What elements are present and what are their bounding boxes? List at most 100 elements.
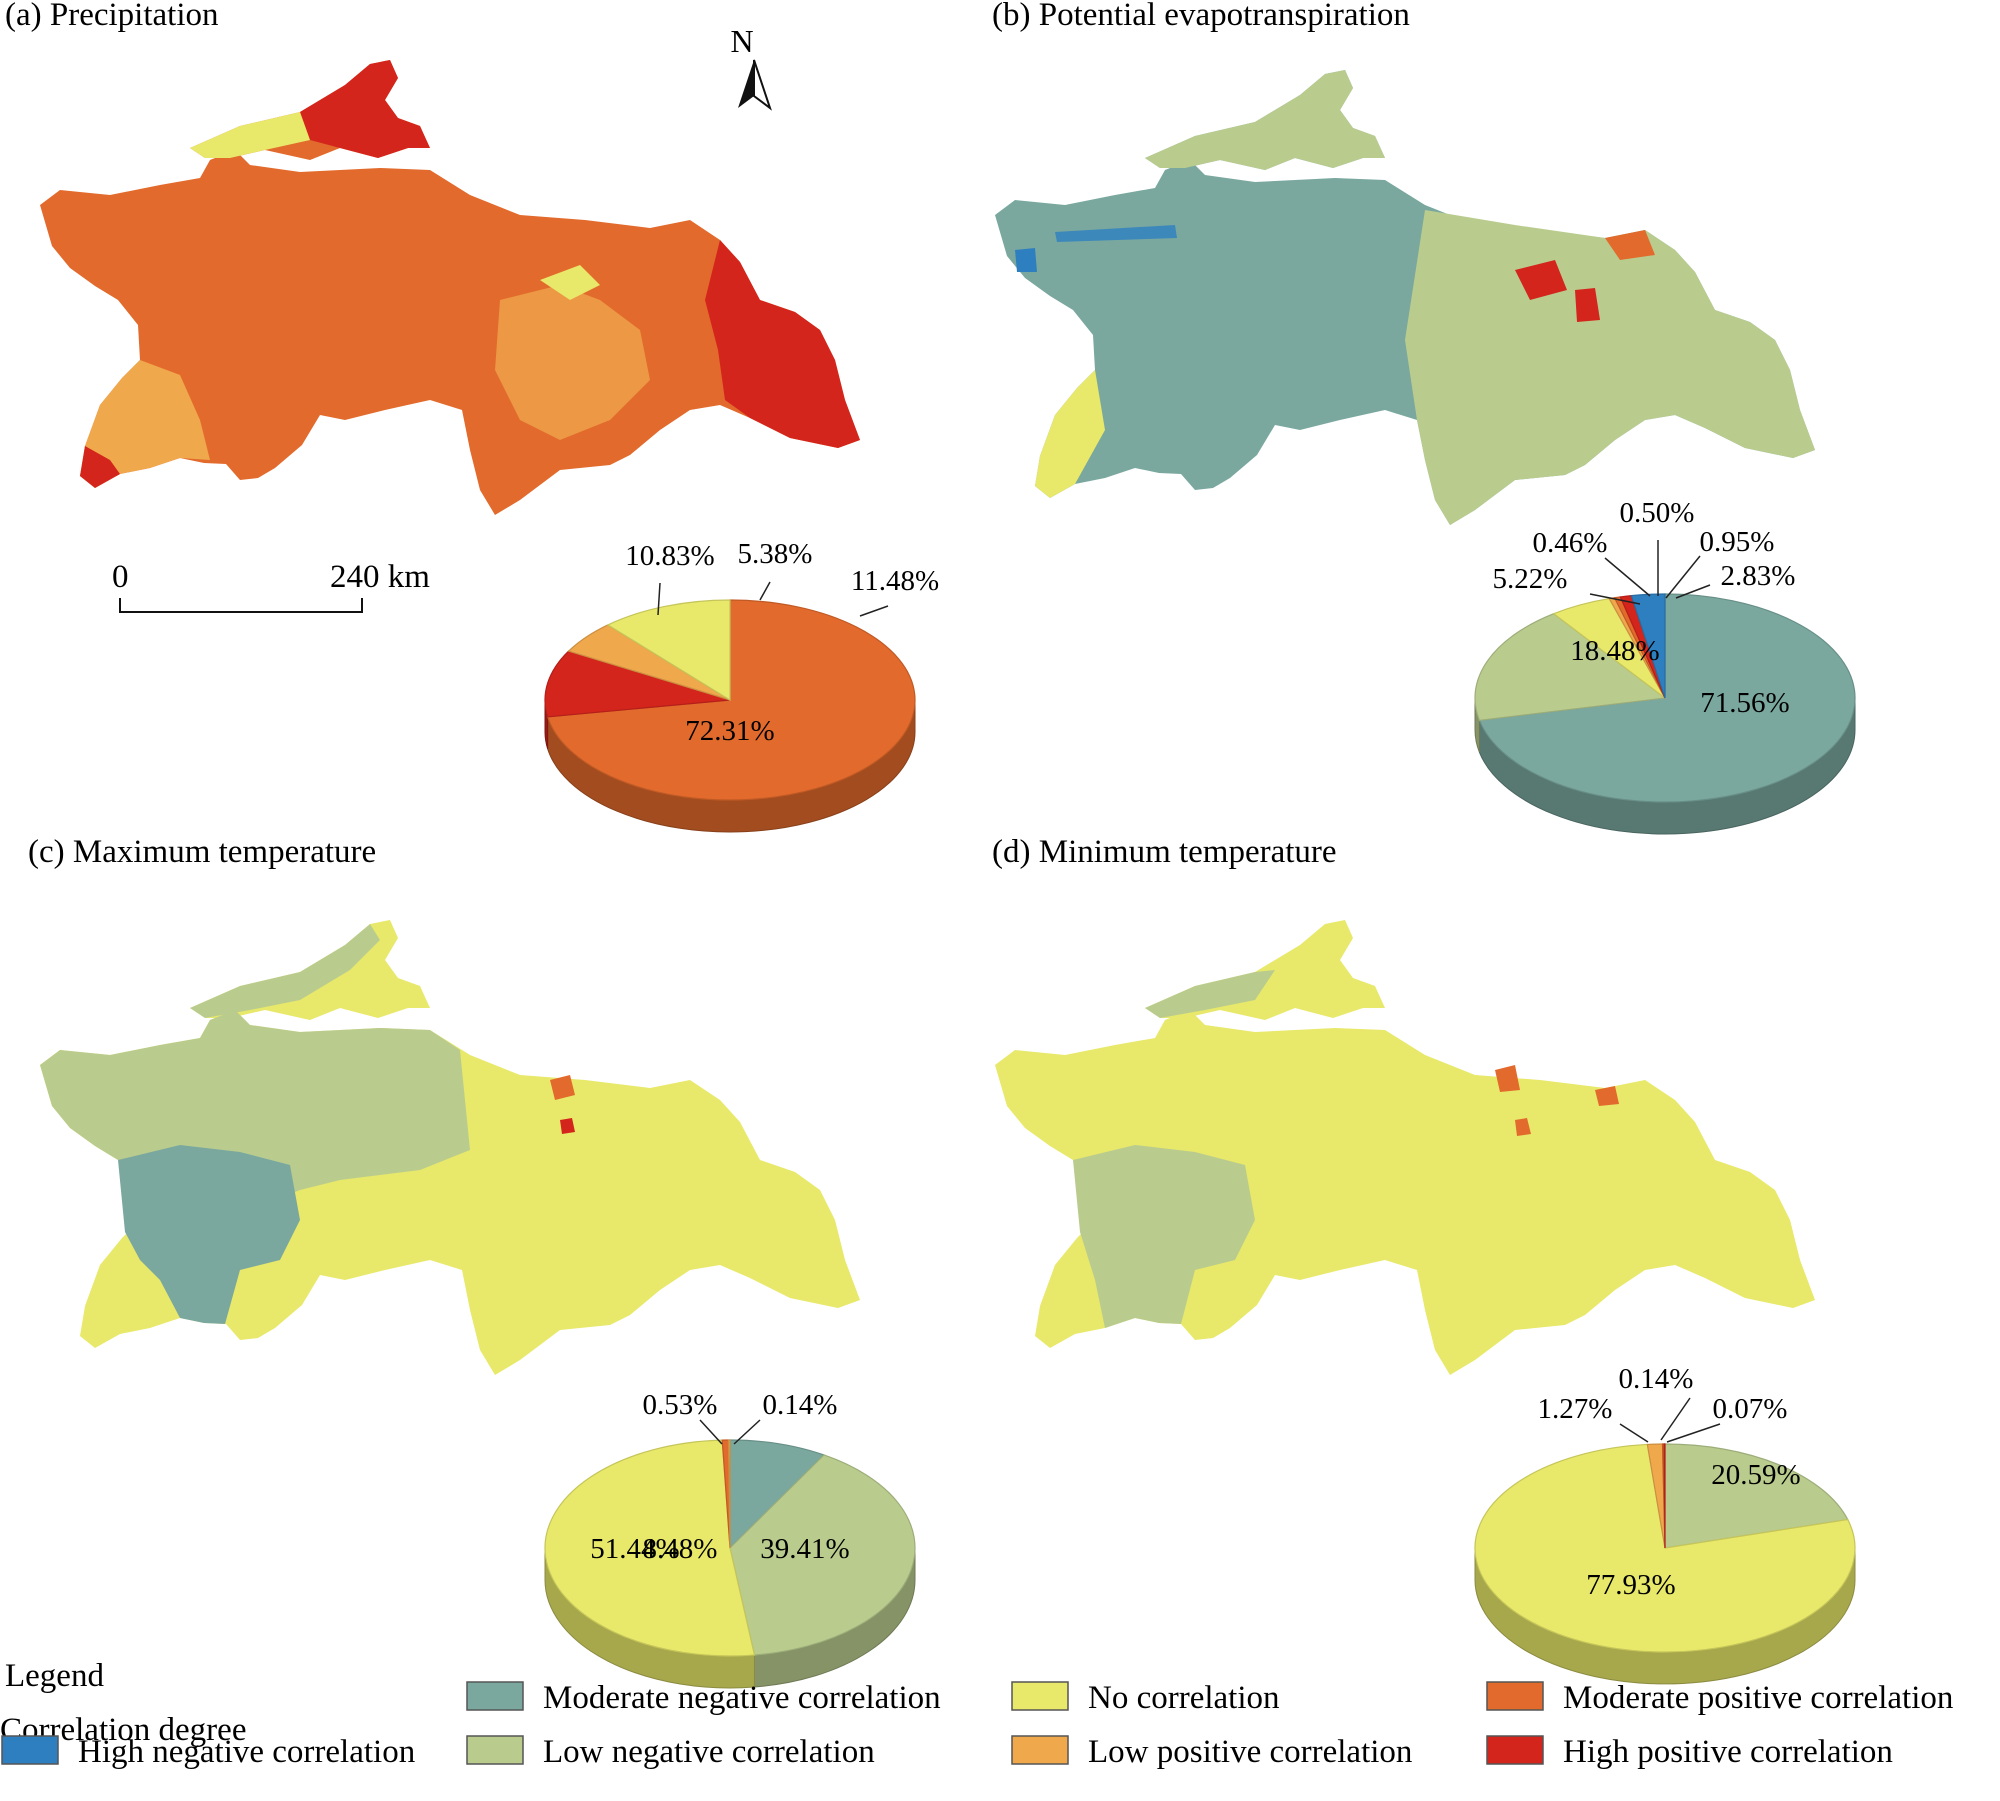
- pie-slice-label: 11.48%: [851, 565, 939, 597]
- low-negative-zone: [1405, 210, 1815, 525]
- high-negative-zone: [1055, 225, 1177, 242]
- pie-slice-label: 71.56%: [1700, 687, 1789, 719]
- pie-slice-label: 0.95%: [1700, 526, 1775, 558]
- pie-slice: [1478, 593, 1856, 803]
- pie-slice-label: 51.44%: [590, 1533, 679, 1565]
- pie-slice-label: 0.50%: [1620, 497, 1695, 529]
- pie-leader-line: [733, 1419, 761, 1445]
- low-negative-zone: [1145, 70, 1385, 170]
- pie-slice: [1663, 1443, 1666, 1549]
- north-arrow-label: N: [730, 23, 753, 59]
- pie-slice-label: 0.46%: [1533, 527, 1608, 559]
- high-negative-zone: [1015, 248, 1037, 272]
- pie-leader-line: [699, 1419, 723, 1445]
- no-correlation-zone: [540, 265, 600, 300]
- pie-chart-maximum-temperature: 8.48% 39.41% 51.44% 0.53% 0.14%: [544, 1389, 916, 1689]
- pie-leader-line: [657, 582, 661, 616]
- pie-leader-line: [1604, 557, 1651, 597]
- high-positive-zone: [300, 60, 430, 158]
- legend-label: Low positive correlation: [1088, 1734, 1412, 1770]
- legend: Legend Correlation degree High negative …: [0, 1658, 1953, 1770]
- pie-slice-label: 8.48%: [643, 1533, 718, 1565]
- moderate-positive-zone: [1515, 1118, 1531, 1136]
- low-negative-zone: [190, 924, 380, 1018]
- panel-precipitation: (a) Precipitation N 0 240 km 72.31% 10.83…: [5, 0, 939, 833]
- pie-slice: [727, 1439, 731, 1549]
- legend-item-moderate-positive: Moderate positive correlation: [1486, 1680, 1953, 1716]
- pie-leader-line: [859, 605, 889, 617]
- pie-leader-line: [1675, 584, 1711, 599]
- pie-leader-line: [1666, 1423, 1721, 1443]
- legend-label: High negative correlation: [78, 1734, 415, 1770]
- legend-swatch: [1, 1735, 59, 1765]
- high-positive-zone: [560, 1118, 575, 1134]
- moderate-positive-zone: [1605, 230, 1655, 260]
- pie-slice-label: 0.53%: [643, 1389, 718, 1421]
- north-arrow-icon: [738, 60, 754, 108]
- legend-swatch: [1486, 1735, 1544, 1765]
- pie-slice: [606, 599, 731, 702]
- pie-slice-label: 2.83%: [1721, 560, 1796, 592]
- pie-slice-label: 5.22%: [1493, 563, 1568, 595]
- pie-leader-line: [1589, 593, 1641, 605]
- legend-item-moderate-negative: Moderate negative correlation: [466, 1680, 941, 1716]
- legend-swatch: [1011, 1735, 1069, 1765]
- low-negative-zone: [1073, 1145, 1255, 1328]
- moderate-positive-zone: [1495, 1065, 1520, 1092]
- moderate-positive-zone: [550, 1075, 575, 1100]
- legend-swatch: [1011, 1681, 1069, 1711]
- legend-item-high-positive: High positive correlation: [1486, 1734, 1893, 1770]
- legend-swatch: [466, 1735, 524, 1765]
- high-positive-zone: [705, 240, 860, 448]
- pie-slice-label: 39.41%: [760, 1533, 849, 1565]
- pie-slice: [729, 1454, 916, 1656]
- pie-slice-label: 20.59%: [1711, 1459, 1800, 1491]
- pie-leader-line: [1619, 1423, 1649, 1443]
- scale-bar: 0 240 km: [112, 559, 430, 613]
- legend-label: High positive correlation: [1563, 1734, 1893, 1770]
- north-arrow: N: [730, 23, 772, 111]
- legend-label: Moderate negative correlation: [543, 1680, 941, 1716]
- legend-item-low-negative: Low negative correlation: [466, 1734, 875, 1770]
- pie-chart-precipitation: 72.31% 10.83% 5.38% 11.48%: [544, 538, 939, 833]
- scale-bar-line: [119, 598, 363, 613]
- pie-slice-label: 10.83%: [625, 540, 714, 572]
- pie-slice-label: 77.93%: [1586, 1569, 1675, 1601]
- low-negative-zone: [1145, 970, 1275, 1018]
- pie-leader-line: [1660, 1397, 1691, 1441]
- high-positive-zone: [1575, 288, 1600, 322]
- pie-slice-label: 0.07%: [1713, 1393, 1788, 1425]
- panel-title: (b) Potential evapotranspiration: [992, 0, 1410, 33]
- scale-bar-end-label: 240 km: [330, 559, 430, 595]
- no-correlation-zone: [1035, 370, 1105, 498]
- pie-slice-label: 0.14%: [1619, 1363, 1694, 1395]
- no-correlation-zone: [190, 112, 310, 158]
- panel-title: (c) Maximum temperature: [28, 834, 376, 870]
- legend-title: Legend: [5, 1658, 104, 1694]
- legend-label: Low negative correlation: [543, 1734, 875, 1770]
- legend-items: High negative correlation Moderate negati…: [1, 1680, 1953, 1770]
- pie-slice-label: 5.38%: [738, 538, 813, 570]
- panel-minimum-temperature: (d) Minimum temperature 20.59% 77.93% 1.27…: [992, 834, 1856, 1685]
- legend-item-low-positive: Low positive correlation: [1011, 1734, 1412, 1770]
- high-positive-zone: [80, 446, 120, 488]
- pie-slice: [544, 650, 731, 718]
- pie-slice: [546, 599, 916, 801]
- high-positive-zone: [1515, 260, 1567, 300]
- pie-slice-label: 1.27%: [1538, 1393, 1613, 1425]
- low-positive-zone: [80, 360, 210, 488]
- pie-chart-minimum-temperature: 20.59% 77.93% 1.27%0.14% 0.07%: [1474, 1363, 1856, 1685]
- panel-title: (d) Minimum temperature: [992, 834, 1337, 870]
- legend-label: Moderate positive correlation: [1563, 1680, 1953, 1716]
- moderate-negative-zone: [118, 1145, 300, 1324]
- panel-title: (a) Precipitation: [5, 0, 219, 33]
- pie-chart-potential-evapotranspiration: 71.56% 18.48% 5.22% 0.46% 0.50%0.95%2.83%: [1474, 497, 1856, 835]
- legend-label: No correlation: [1088, 1680, 1280, 1716]
- pie-slice: [544, 1439, 756, 1657]
- pie-slice-label: 72.31%: [685, 715, 774, 747]
- pie-slice: [1474, 1443, 1856, 1653]
- legend-swatch: [466, 1681, 524, 1711]
- pie-slice-label: 18.48%: [1570, 635, 1659, 667]
- legend-swatch: [1486, 1681, 1544, 1711]
